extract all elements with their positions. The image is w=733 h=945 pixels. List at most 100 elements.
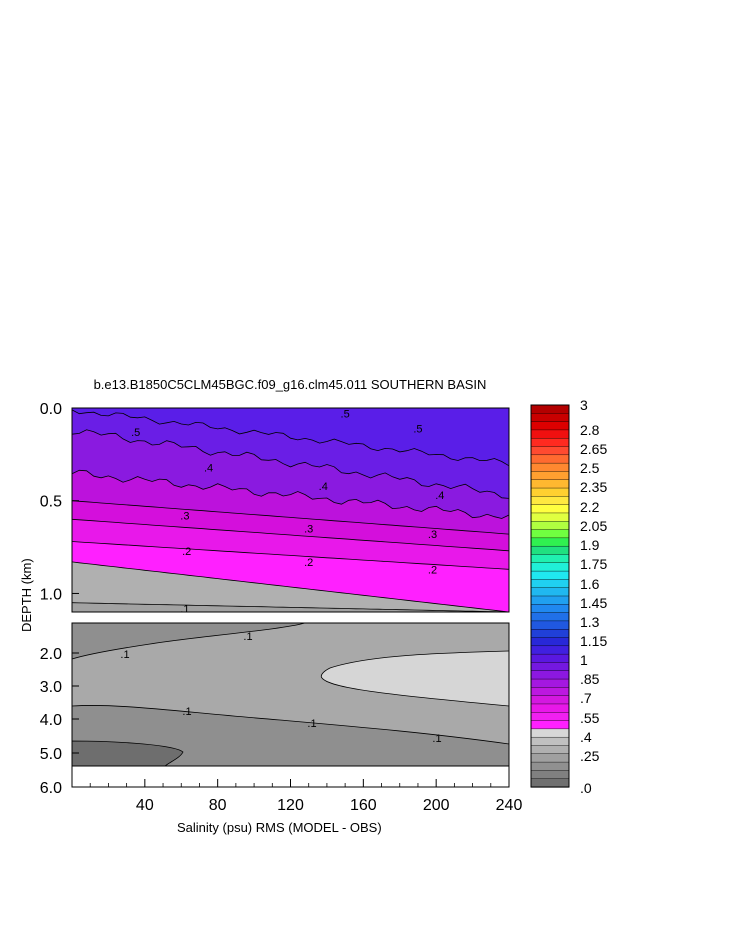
colorbar-label: .25 xyxy=(580,748,600,764)
colorbar-swatch xyxy=(530,620,570,630)
colorbar-label: 1.3 xyxy=(580,614,600,630)
contour-label: .1 xyxy=(120,649,129,661)
colorbar-swatch xyxy=(530,521,570,531)
colorbar-swatch xyxy=(530,579,570,589)
colorbar-swatch xyxy=(530,695,570,705)
colorbar-swatch xyxy=(530,736,570,747)
colorbar-swatch xyxy=(530,761,570,771)
contour-region xyxy=(320,650,510,707)
contour-label: .1 xyxy=(307,718,316,730)
colorbar-label: 1.75 xyxy=(580,556,607,572)
colorbar-label: 2.8 xyxy=(580,422,600,438)
colorbar-swatch xyxy=(530,778,570,788)
colorbar-label: .85 xyxy=(580,671,600,687)
contour-label: .4 xyxy=(319,481,328,493)
colorbar-label: 2.35 xyxy=(580,479,607,495)
contour-line xyxy=(71,469,510,519)
contour-line xyxy=(71,429,510,499)
y-tick-label: 2.0 xyxy=(40,646,62,663)
contour-label: .1 xyxy=(432,733,441,745)
y-tick-label: 5.0 xyxy=(40,746,62,763)
colorbar-label: .0 xyxy=(580,780,592,796)
colorbar-label: 3 xyxy=(580,397,588,413)
colorbar-swatch xyxy=(530,545,570,556)
colorbar-swatch xyxy=(530,678,570,688)
contour-label: .1 xyxy=(180,603,189,615)
colorbar-swatch xyxy=(530,712,570,722)
colorbar-swatch xyxy=(530,471,570,481)
colorbar-label: 1 xyxy=(580,652,588,668)
contour-label: .1 xyxy=(243,631,252,643)
colorbar-label: 1.15 xyxy=(580,633,607,649)
y-tick-label: 1.0 xyxy=(40,586,62,603)
colorbar-swatch xyxy=(530,745,570,755)
upper-panel: .5 .5 .5 .4 .4 .4 .3 .3 .3 .2 .2 .2 .1 xyxy=(71,407,510,615)
contour-label: .2 xyxy=(304,557,313,569)
x-tick-label: 200 xyxy=(423,797,450,814)
x-tick-label: 160 xyxy=(350,797,377,814)
upper-frame xyxy=(71,407,510,613)
colorbar-swatch xyxy=(530,770,570,780)
colorbar-swatch xyxy=(530,612,570,622)
colorbar-swatch xyxy=(530,753,570,763)
colorbar-swatch xyxy=(530,504,570,514)
colorbar-swatch xyxy=(530,728,570,738)
colorbar-swatch xyxy=(530,653,570,664)
y-tick-label: 0.0 xyxy=(40,401,62,418)
colorbar-swatch xyxy=(530,512,570,522)
contour-line xyxy=(71,409,510,467)
contour-label: .5 xyxy=(341,409,350,421)
y-axis-label: DEPTH (km) xyxy=(19,558,34,632)
colorbar-swatch xyxy=(530,703,570,713)
colorbar-swatch xyxy=(530,487,570,497)
x-tick-label: 120 xyxy=(277,797,304,814)
colorbar-frame xyxy=(530,404,570,788)
colorbar-swatch xyxy=(530,421,570,431)
x-tick-label: 80 xyxy=(209,797,227,814)
colorbar-swatch xyxy=(530,554,570,564)
contour-label: .3 xyxy=(304,524,313,536)
colorbar-label: 2.5 xyxy=(580,460,600,476)
contour-line xyxy=(71,518,510,552)
colorbar-swatch xyxy=(530,404,570,414)
colorbar-swatch xyxy=(530,604,570,614)
contour-line xyxy=(71,500,510,535)
colorbar-label: 1.45 xyxy=(580,595,607,611)
colorbar-swatch xyxy=(530,479,570,489)
x-tick-label: 240 xyxy=(496,797,523,814)
contour-label: .3 xyxy=(180,511,189,523)
y-tick-label: 4.0 xyxy=(40,712,62,729)
colorbar-swatch xyxy=(530,587,570,597)
colorbar-label: 1.6 xyxy=(580,576,600,592)
colorbar-swatch xyxy=(530,570,570,580)
colorbar-swatch xyxy=(530,629,570,639)
contour-line xyxy=(71,541,510,570)
colorbar-swatch xyxy=(530,496,570,506)
contour-label: .2 xyxy=(182,546,191,558)
contour-label: .2 xyxy=(428,564,437,576)
colorbar-swatch xyxy=(530,595,570,605)
colorbar-label: 2.2 xyxy=(580,499,600,515)
lower-panel: .1 .1 .1 .1 .1 xyxy=(71,622,510,788)
colorbar-label: 2.05 xyxy=(580,518,607,534)
colorbar-swatch xyxy=(530,645,570,655)
x-tick-label: 40 xyxy=(136,797,154,814)
colorbar-label: .4 xyxy=(580,729,592,745)
contour-line xyxy=(71,602,510,613)
colorbar-label: 1.9 xyxy=(580,537,600,553)
colorbar-swatch xyxy=(530,562,570,572)
colorbar-swatch xyxy=(530,438,570,448)
colorbar-swatch xyxy=(530,670,570,680)
colorbar: 3 2.8 2.65 2.5 2.35 2.2 2.05 1.9 1.75 1.6 1.45 1.3 1… xyxy=(530,397,607,796)
colorbar-swatch xyxy=(530,537,570,547)
colorbar-swatch xyxy=(530,529,570,539)
contour-label: .4 xyxy=(204,462,213,474)
colorbar-label: .7 xyxy=(580,690,592,706)
contour-region xyxy=(71,622,306,660)
y-tick-label: 3.0 xyxy=(40,679,62,696)
colorbar-swatch xyxy=(530,413,570,423)
colorbar-swatch xyxy=(530,429,570,439)
contour-region xyxy=(71,740,184,767)
contour-label: .1 xyxy=(182,706,191,718)
